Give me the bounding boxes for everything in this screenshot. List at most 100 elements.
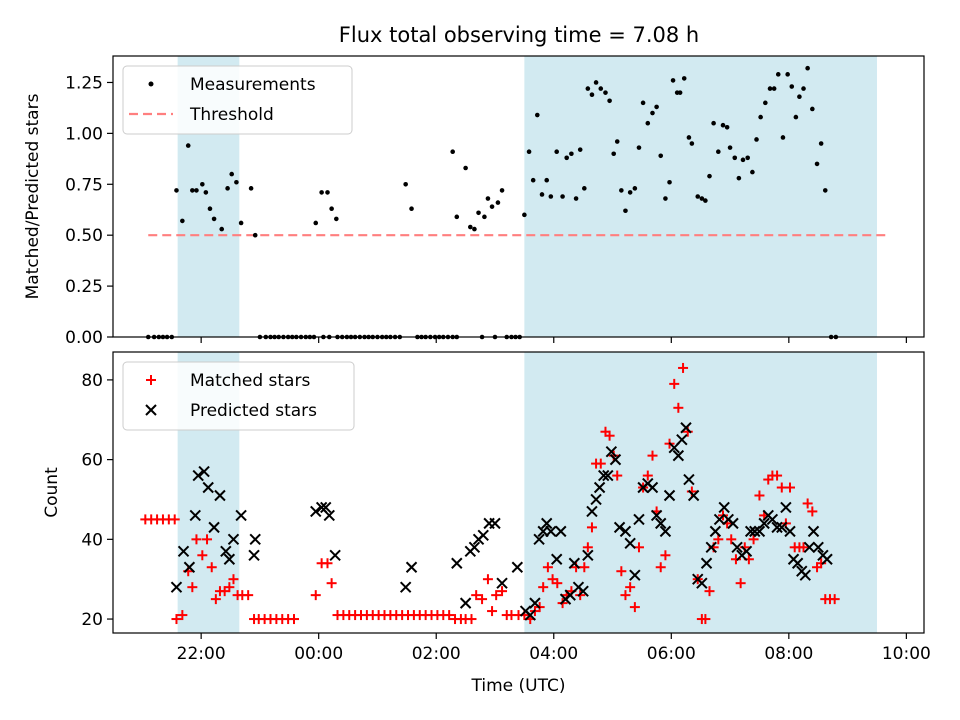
predicted-point-b: [740, 545, 753, 557]
predicted-point: [248, 549, 260, 561]
bottom-panel-counts: 20 40 60 80 22:00 00:00 02:00 04:00 06:00 08:00 10…: [42, 351, 931, 696]
x-tick-label: 02:00: [412, 644, 461, 664]
measurement-point: [732, 155, 738, 161]
predicted-point: [227, 533, 240, 546]
predicted-point: [202, 481, 214, 494]
top-panel-ratio: 0.00 0.25 0.50 0.75 1.00 1.25 Matched/Predicte…: [23, 55, 925, 348]
matched-point: [187, 582, 198, 593]
predicted-point-b: [646, 481, 659, 494]
x-tick-label: 08:00: [764, 644, 813, 664]
predicted-point: [633, 513, 645, 526]
predicted-point: [709, 525, 722, 538]
predicted-point-b: [613, 521, 626, 534]
matched-point: [471, 590, 482, 601]
predicted-point: [223, 553, 236, 565]
predicted-point-b: [568, 557, 581, 569]
matched-point: [673, 402, 684, 413]
measurement-point: [711, 120, 716, 126]
legend-label: Measurements: [190, 75, 316, 95]
matched-point: [202, 534, 213, 545]
predicted-point: [586, 505, 598, 518]
matched-point: [785, 482, 796, 493]
measurement-point: [814, 161, 820, 167]
measurement-point: [695, 194, 701, 199]
matched-point: [678, 362, 689, 373]
matched-point: [629, 602, 640, 613]
measurement-point: [677, 90, 683, 95]
predicted-point: [214, 489, 226, 502]
measurement-point: [319, 190, 324, 195]
predicted-point-b: [235, 509, 247, 522]
predicted-point: [731, 541, 743, 554]
predicted-point: [550, 553, 563, 565]
measurement-point: [793, 114, 799, 120]
predicted-point-b: [451, 557, 463, 569]
predicted-point: [459, 597, 472, 609]
predicted-point-b: [605, 445, 618, 458]
predicted-point: [663, 489, 676, 502]
matched-point: [197, 550, 208, 561]
predicted-point: [619, 525, 632, 538]
predicted-point: [170, 581, 183, 593]
predicted-point: [541, 517, 553, 530]
legend-label: Matched stars: [190, 371, 310, 391]
predicted-point: [545, 525, 557, 538]
predicted-point-b: [541, 517, 553, 530]
predicted-point: [791, 557, 804, 569]
predicted-point: [613, 521, 626, 534]
x-tick-label: 00:00: [294, 644, 343, 664]
matched-point: [191, 534, 202, 545]
measurement-point: [582, 186, 587, 191]
measurement-point: [482, 214, 487, 220]
predicted-point-b: [676, 433, 688, 446]
predicted-point-b: [248, 549, 260, 561]
shaded-region-1: [524, 352, 877, 633]
measurement-point: [650, 110, 655, 116]
matched-point: [169, 514, 180, 525]
measurement-point: [736, 175, 742, 181]
y-tick-label: 1.00: [65, 124, 103, 144]
predicted-point: [198, 465, 210, 478]
measurement-point: [716, 149, 721, 155]
matched-point: [579, 562, 590, 573]
series-predicted-stars: [170, 422, 833, 621]
matched-point: [243, 590, 254, 601]
predicted-point-b: [249, 533, 261, 546]
measurement-point: [589, 92, 595, 97]
predicted-point: [624, 537, 636, 550]
matched-point: [816, 558, 827, 569]
measurement-point: [745, 155, 750, 161]
legend: Matched stars Predicted stars: [122, 361, 355, 431]
predicted-point-b: [323, 509, 335, 522]
measurement-point: [454, 214, 460, 220]
predicted-point-b: [655, 517, 667, 530]
matched-point: [798, 542, 809, 553]
measurement-point: [526, 149, 532, 155]
predicted-point-b: [663, 489, 676, 502]
matched-point: [477, 594, 488, 605]
measurement-point: [560, 194, 565, 199]
matched-point: [466, 614, 477, 625]
measurement-point: [489, 204, 495, 209]
predicted-point: [183, 561, 196, 573]
predicted-point-b: [659, 525, 672, 538]
predicted-point: [496, 577, 508, 589]
matched-point: [633, 542, 644, 553]
measurement-point: [645, 120, 651, 126]
predicted-point: [468, 541, 481, 554]
measurement-point: [623, 208, 628, 214]
matched-point: [612, 470, 623, 481]
measurement-point: [463, 165, 468, 171]
measurement-point: [818, 141, 824, 146]
predicted-point-b: [223, 553, 236, 565]
predicted-point-b: [202, 481, 214, 494]
matched-point: [482, 574, 493, 585]
measurement-point: [472, 226, 477, 232]
y-tick-label: 0.75: [65, 175, 103, 195]
figure-title: Flux total observing time = 7.08 h: [339, 23, 699, 47]
matched-point: [586, 522, 597, 533]
measurement-point: [785, 72, 790, 77]
y-tick-label: 20: [81, 610, 103, 630]
y-tick-label: 80: [81, 371, 103, 391]
predicted-point: [568, 557, 581, 569]
